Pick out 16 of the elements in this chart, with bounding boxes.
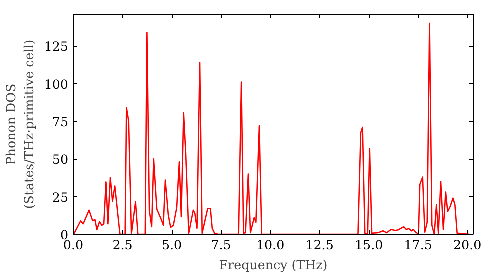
- x-axis-title: Frequency (THz): [219, 258, 328, 272]
- x-tick-label: 12.5: [306, 238, 334, 252]
- x-tick-label: 20.0: [454, 238, 482, 252]
- x-tick-label: 5.0: [162, 238, 182, 252]
- x-tick-label: 10.0: [256, 238, 285, 252]
- x-tick-label: 17.5: [404, 238, 432, 252]
- y-tick-label: 25: [52, 190, 69, 205]
- y-tick-label: 50: [52, 152, 69, 168]
- y-tick-label: 125: [44, 39, 69, 54]
- y-tick-label: 75: [52, 114, 69, 130]
- y-axis-title: Phonon DOS (States/THz·primitive cell): [3, 40, 36, 210]
- line-series: [74, 22, 470, 234]
- x-tick-label: 15.0: [354, 238, 384, 252]
- y-tick-label: 100: [44, 76, 69, 92]
- x-tick-label: 2.5: [112, 238, 133, 252]
- x-tick-label: 7.5: [211, 238, 232, 252]
